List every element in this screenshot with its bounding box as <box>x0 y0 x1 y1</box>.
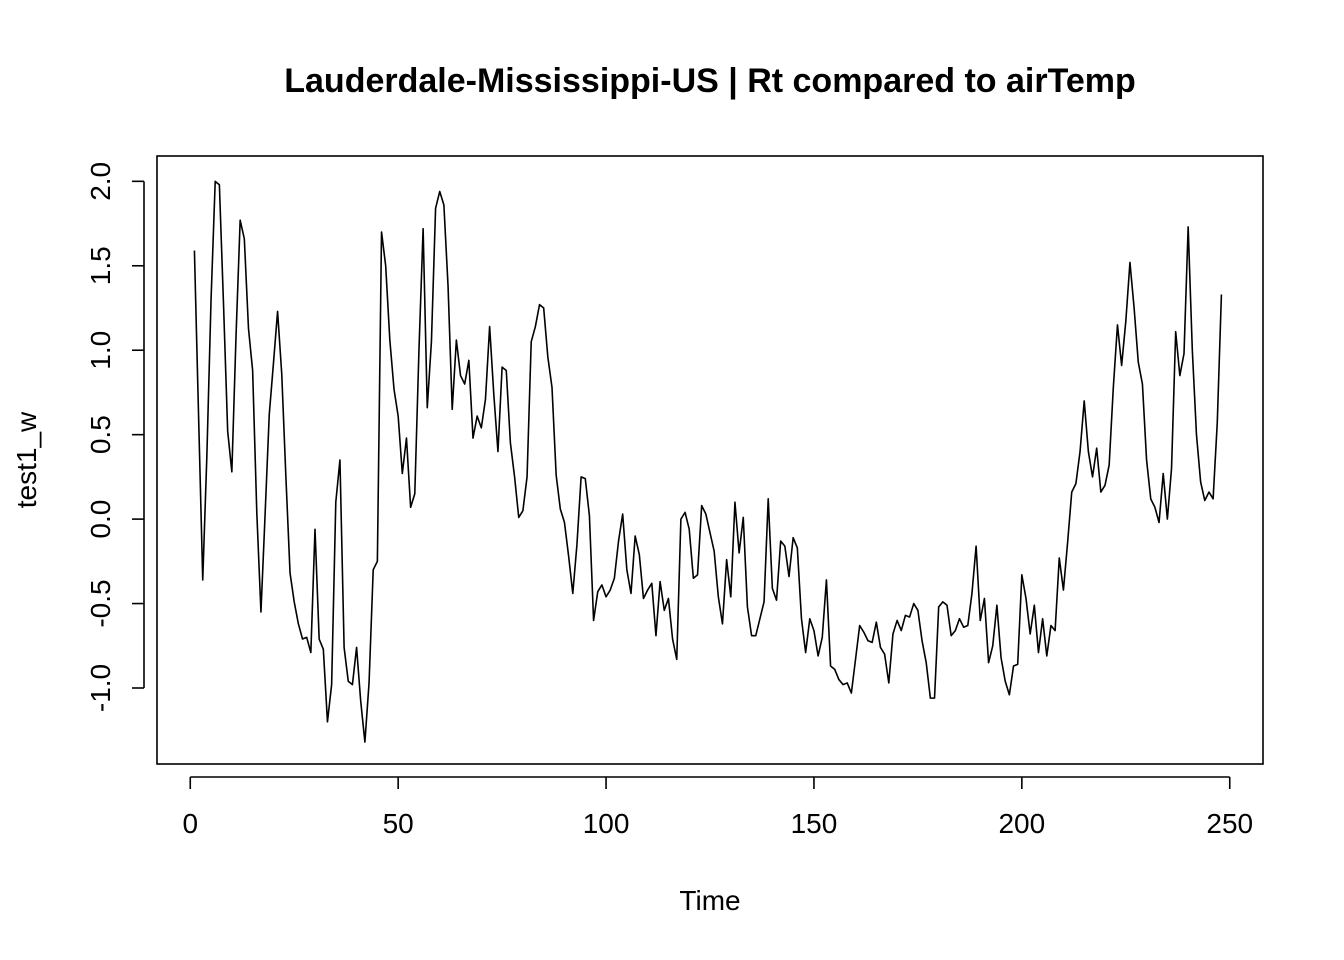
x-tick-label: 0 <box>182 808 198 839</box>
y-tick-label: 0.5 <box>85 415 116 454</box>
x-axis: 0 50 100 150 200 250 <box>182 776 1253 839</box>
y-axis: -1.0 -0.5 0.0 0.5 1.0 1.5 2.0 <box>85 162 145 712</box>
y-tick-label: 0.0 <box>85 500 116 539</box>
y-tick-label: -1.0 <box>85 664 116 712</box>
chart-title: Lauderdale-Mississippi-US | Rt compared … <box>284 62 1136 100</box>
y-tick-label: -0.5 <box>85 579 116 627</box>
x-axis-label: Time <box>679 885 740 916</box>
x-tick-label: 200 <box>998 808 1045 839</box>
plot-area-frame <box>156 155 1264 765</box>
series-line-test1-w <box>193 180 1223 743</box>
y-tick-label: 2.0 <box>85 162 116 201</box>
x-tick-label: 100 <box>583 808 630 839</box>
y-tick-label: 1.5 <box>85 246 116 285</box>
y-axis-label: test1_w <box>11 411 42 508</box>
x-tick-label: 250 <box>1206 808 1253 839</box>
x-tick-label: 150 <box>791 808 838 839</box>
y-tick-label: 1.0 <box>85 331 116 370</box>
x-tick-label: 50 <box>383 808 414 839</box>
